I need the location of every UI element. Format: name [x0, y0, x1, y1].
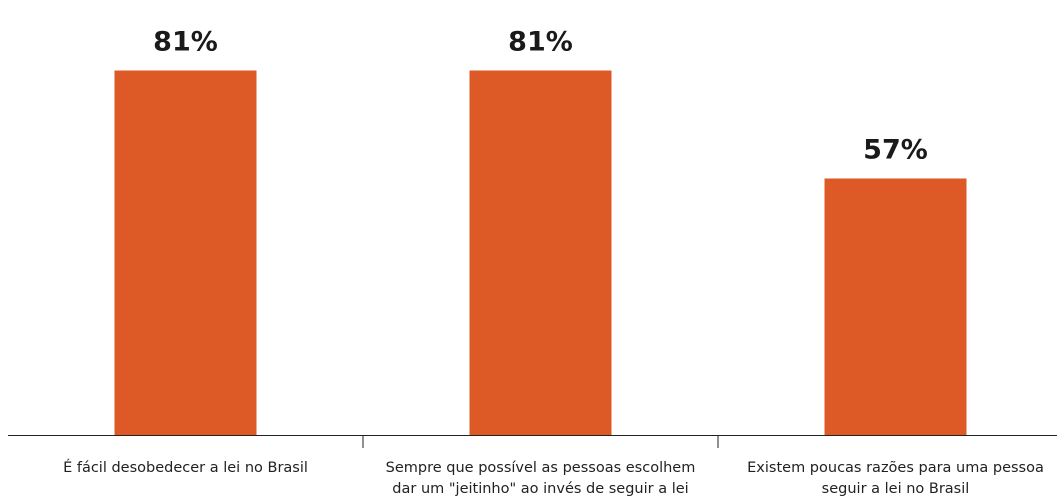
- bars-group: [114, 70, 967, 435]
- bar-value-label: 81%: [153, 27, 218, 58]
- bar-value-label: 81%: [508, 27, 573, 58]
- category-label-line: dar um "jeitinho" ao invés de seguir a l…: [392, 481, 688, 497]
- bar: [824, 178, 967, 435]
- category-label-line: Existem poucas razões para uma pessoa: [747, 460, 1044, 476]
- category-label-line: seguir a lei no Brasil: [822, 481, 970, 497]
- bar: [469, 70, 612, 435]
- bar: [114, 70, 257, 435]
- category-label-line: É fácil desobedecer a lei no Brasil: [63, 459, 308, 476]
- category-label: É fácil desobedecer a lei no Brasil: [63, 459, 308, 476]
- category-label-line: Sempre que possível as pessoas escolhem: [386, 460, 696, 476]
- value-labels-group: 81% 81% 57%: [153, 27, 928, 166]
- category-label: Existem poucas razões para uma pessoa seg…: [747, 460, 1044, 497]
- category-labels-group: É fácil desobedecer a lei no Brasil Sempr…: [63, 459, 1044, 497]
- bar-value-label: 57%: [863, 135, 928, 166]
- x-axis-ticks-group: [362, 435, 719, 448]
- category-label: Sempre que possível as pessoas escolhem d…: [386, 460, 696, 497]
